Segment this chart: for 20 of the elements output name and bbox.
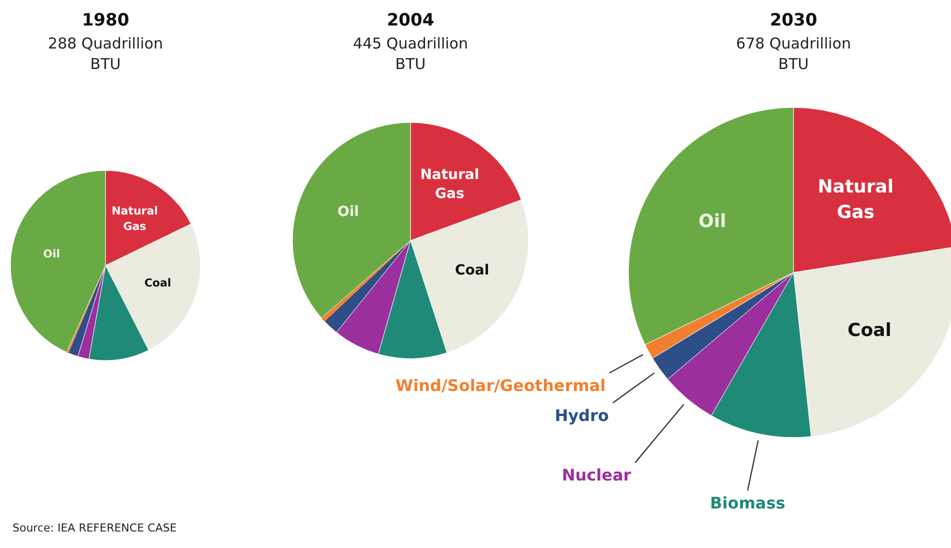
slice-label: Oil	[337, 204, 359, 220]
slice-label: Coal	[848, 320, 892, 342]
slice-label: Coal	[454, 262, 490, 278]
chart-subtitle: 678 Quadrillion BTU	[736, 34, 851, 74]
chart-subtitle: 288 Quadrillion BTU	[48, 34, 163, 74]
slice-label: Wind/Solar/Geothermal	[395, 376, 606, 395]
slice-label: Nuclear	[562, 466, 632, 485]
slice-label: Biomass	[710, 493, 786, 512]
slice-label: Natural Gas	[818, 176, 894, 223]
chart-title: 2004	[386, 10, 434, 30]
slice-label: Natural Gas	[420, 166, 480, 202]
source-note: Source: IEA REFERENCE CASE	[12, 522, 177, 534]
slice-label: Coal	[144, 276, 172, 290]
chart-title: 2030	[770, 10, 818, 30]
slice-label: Natural Gas	[112, 204, 158, 234]
slice-label: Oil	[43, 247, 60, 260]
slice-label: Hydro	[554, 406, 609, 425]
slice-label: Oil	[698, 211, 726, 232]
chart-subtitle: 445 Quadrillion BTU	[353, 34, 468, 74]
chart-title: 1980	[82, 10, 130, 30]
